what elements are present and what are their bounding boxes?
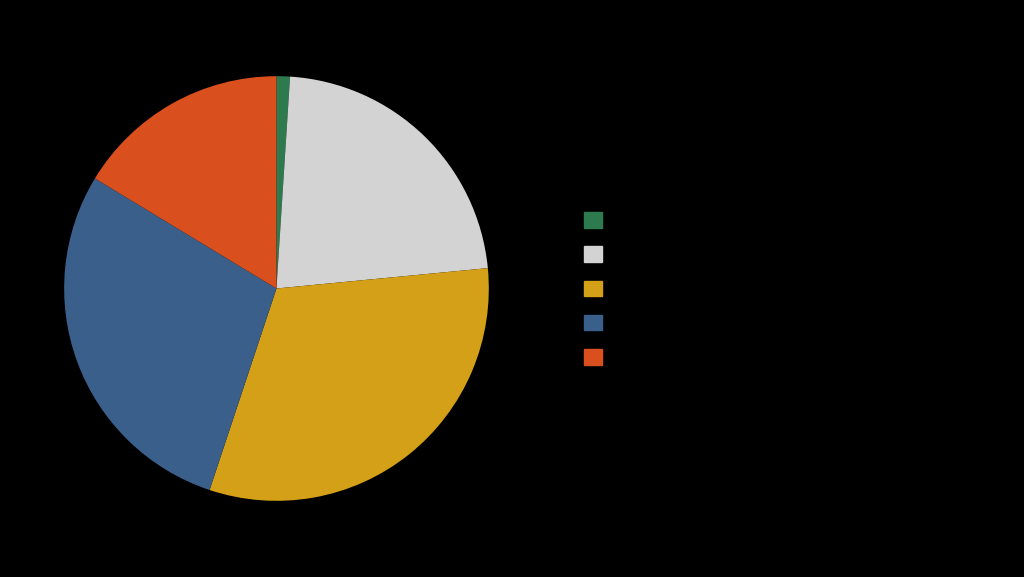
Legend: 25 and under, 26 to 35, 36 to 45, 46 to 55, 56 and older: 25 and under, 26 to 35, 36 to 45, 46 to … xyxy=(577,204,725,373)
Wedge shape xyxy=(210,268,488,501)
Wedge shape xyxy=(95,76,276,288)
Wedge shape xyxy=(65,178,276,490)
Wedge shape xyxy=(276,76,290,288)
Wedge shape xyxy=(276,77,487,288)
